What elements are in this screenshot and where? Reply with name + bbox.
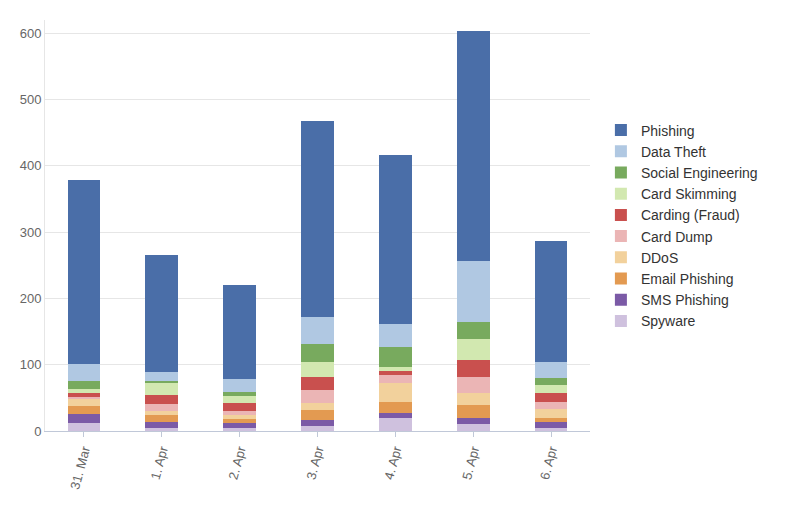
svg-text:4. Apr: 4. Apr: [381, 444, 404, 481]
svg-text:5. Apr: 5. Apr: [459, 444, 482, 481]
svg-text:SMS Phishing: SMS Phishing: [641, 292, 729, 308]
svg-text:Card Skimming: Card Skimming: [641, 186, 737, 202]
svg-text:0: 0: [34, 424, 41, 439]
svg-text:Carding (Fraud): Carding (Fraud): [641, 207, 740, 223]
svg-text:6. Apr: 6. Apr: [537, 444, 560, 481]
svg-text:3. Apr: 3. Apr: [303, 444, 326, 481]
svg-text:2. Apr: 2. Apr: [226, 444, 249, 481]
svg-text:100: 100: [20, 357, 42, 372]
svg-text:Email Phishing: Email Phishing: [641, 271, 734, 287]
svg-text:300: 300: [20, 225, 42, 240]
svg-text:600: 600: [20, 26, 42, 41]
svg-text:DDoS: DDoS: [641, 250, 678, 266]
svg-text:Spyware: Spyware: [641, 313, 696, 329]
svg-text:Card Dump: Card Dump: [641, 229, 713, 245]
svg-text:400: 400: [20, 158, 42, 173]
svg-text:31. Mar: 31. Mar: [67, 444, 93, 491]
svg-text:Data Theft: Data Theft: [641, 144, 706, 160]
svg-text:1. Apr: 1. Apr: [148, 444, 171, 481]
svg-text:Phishing: Phishing: [641, 123, 695, 139]
svg-text:200: 200: [20, 291, 42, 306]
svg-text:Social Engineering: Social Engineering: [641, 165, 758, 181]
svg-text:500: 500: [20, 92, 42, 107]
